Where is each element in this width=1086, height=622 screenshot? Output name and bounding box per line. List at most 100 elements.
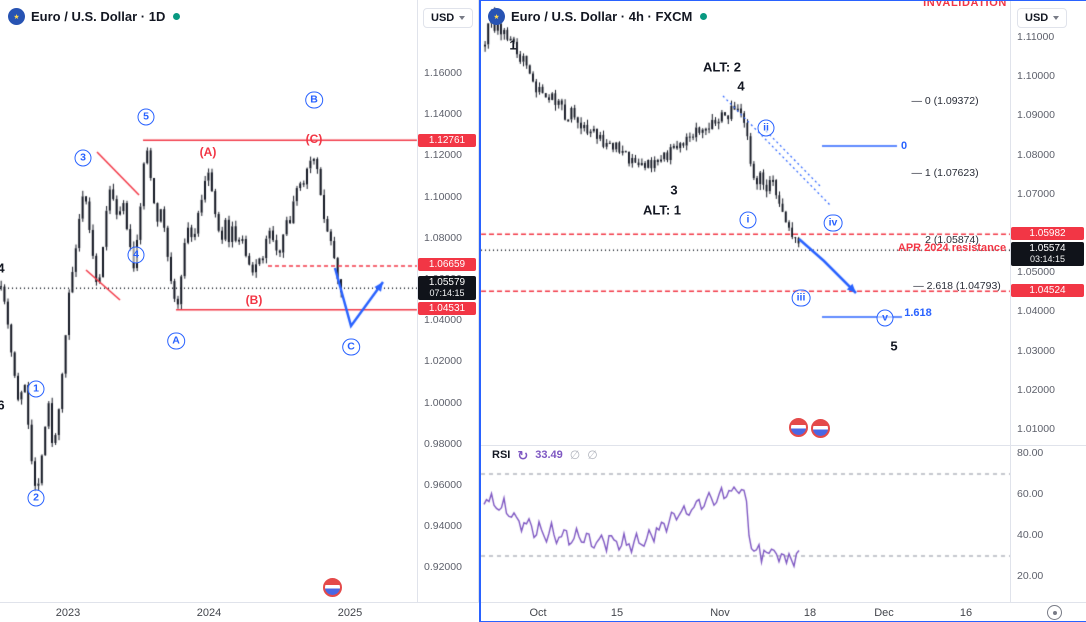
market-open-dot (173, 13, 181, 20)
price-tick: 1.10000 (424, 190, 462, 203)
alt-2-label[interactable]: ALT: 2 (702, 59, 742, 75)
broker-logo-icon (811, 419, 830, 438)
current-price-tag: 1.05574 03:14:15 (1011, 242, 1084, 266)
price-tick: 1.04000 (424, 314, 462, 327)
wave-5-label[interactable]: 5 (137, 108, 155, 126)
price-tick: 1.03000 (1017, 344, 1055, 357)
price-tick: 1.14000 (424, 108, 462, 121)
fib-1-level-label[interactable]: — 1 (1.07623) (911, 167, 979, 179)
left-currency-label: USD (431, 12, 455, 24)
rsi-refresh-icon[interactable] (517, 449, 528, 462)
eu-flag-icon (8, 8, 25, 25)
price-tick: 1.07000 (1017, 187, 1055, 200)
fib-2-level-label[interactable]: 2 (1.05874) (925, 234, 979, 246)
right-currency-dropdown[interactable]: USD (1017, 8, 1068, 28)
target-icon[interactable] (1047, 605, 1062, 620)
rsi-tick: 60.00 (1017, 488, 1044, 500)
chevron-down-icon (459, 16, 466, 20)
broker-logo-icon (323, 578, 342, 597)
price-tick: 1.04000 (1017, 305, 1055, 318)
price-tick: 0.98000 (424, 437, 462, 450)
fib-2618-level-label[interactable]: — 2.618 (1.04793) (913, 280, 1001, 292)
time-tick: 15 (610, 607, 624, 619)
edge-cut-label-4: 4 (0, 260, 5, 276)
level-price-tag: 1.04524 (1011, 284, 1084, 297)
time-tick: Nov (710, 607, 730, 619)
wave-1-label[interactable]: 1 (509, 37, 517, 53)
time-tick: 2023 (55, 607, 81, 619)
minor-iii-label[interactable]: iii (791, 289, 811, 307)
right-symbol-legend[interactable]: Euro / U.S. Dollar · 4h · FXCM (488, 8, 708, 25)
minor-v-label[interactable]: v (876, 309, 894, 327)
left-symbol-title: Euro / U.S. Dollar · 1D (31, 9, 166, 24)
wave-3-label[interactable]: 3 (74, 149, 92, 167)
rsi-tick: 20.00 (1017, 570, 1044, 582)
price-tick: 1.12000 (424, 149, 462, 162)
time-tick: 2024 (196, 607, 222, 619)
minor-iv-label[interactable]: iv (823, 214, 843, 232)
rsi-hidden-value-icon: ∅ (587, 448, 598, 462)
level-price-tag: 1.05982 (1011, 227, 1084, 240)
fib-zero-marker-label[interactable]: 0 (900, 140, 908, 152)
rsi-value: 33.49 (535, 449, 563, 461)
time-tick: Dec (874, 607, 894, 619)
time-tick: 16 (959, 607, 973, 619)
wave-a-label[interactable]: A (167, 332, 185, 350)
price-tick: 0.92000 (424, 561, 462, 574)
price-tick: 0.96000 (424, 479, 462, 491)
rsi-pane-separator[interactable] (480, 445, 1086, 446)
wave-2-label[interactable]: 2 (27, 489, 45, 507)
price-tick: 1.08000 (424, 231, 462, 244)
time-axis[interactable]: 2023 2024 2025 Oct 15 Nov 18 Dec 16 (0, 602, 1086, 622)
left-price-axis[interactable]: 1.160001.140001.120001.100001.080001.060… (417, 0, 479, 602)
subwave-c-label[interactable]: (C) (305, 132, 323, 146)
rsi-header[interactable]: RSI 33.49 ∅ ∅ (492, 448, 598, 462)
wave-1-label[interactable]: 1 (27, 380, 45, 398)
right-price-axis[interactable]: 1.110001.100001.090001.080001.070001.060… (1010, 0, 1086, 602)
price-tick: 1.09000 (1017, 109, 1055, 122)
wave-3-label[interactable]: 3 (670, 182, 678, 198)
broker-logo-icon (789, 418, 808, 437)
subwave-a-label[interactable]: (A) (199, 145, 217, 159)
rsi-hidden-value-icon: ∅ (569, 448, 581, 462)
panel-divider (478, 0, 479, 622)
left-symbol-legend[interactable]: Euro / U.S. Dollar · 1D (8, 8, 181, 25)
time-tick: 2025 (337, 607, 363, 619)
subwave-b-label[interactable]: (B) (245, 293, 263, 307)
time-tick: 18 (803, 607, 817, 619)
level-price-tag: 1.06659 (418, 258, 476, 271)
resistance-note-label[interactable]: APR 2024 resistance (897, 242, 1007, 254)
wave-b-label[interactable]: B (305, 91, 323, 109)
edge-cut-label-6: 6 (0, 397, 5, 413)
wave-c-label[interactable]: C (342, 338, 360, 356)
minor-i-label[interactable]: i (739, 211, 757, 229)
wave-4-label[interactable]: 4 (737, 78, 745, 94)
minor-ii-label[interactable]: ii (757, 119, 775, 137)
eu-flag-icon (488, 8, 505, 25)
price-tick: 1.01000 (1017, 423, 1055, 435)
time-tick: Oct (529, 607, 547, 619)
market-open-dot (700, 13, 708, 20)
price-tick: 1.16000 (424, 67, 462, 79)
rsi-title: RSI (492, 449, 511, 461)
level-price-tag: 1.12761 (418, 134, 476, 147)
right-currency-label: USD (1025, 12, 1049, 24)
alt-1-label[interactable]: ALT: 1 (642, 202, 682, 218)
invalidation-label[interactable]: INVALIDATION (923, 0, 1007, 9)
price-tick: 1.10000 (1017, 70, 1055, 83)
level-price-tag: 1.04531 (418, 302, 476, 315)
left-currency-dropdown[interactable]: USD (423, 8, 474, 28)
wave-4-label[interactable]: 4 (127, 246, 145, 264)
price-tick: 1.05000 (1017, 266, 1055, 279)
rsi-tick: 40.00 (1017, 529, 1044, 541)
fib-0-level-label[interactable]: — 0 (1.09372) (911, 95, 979, 107)
fib-1618-label[interactable]: 1.618 (904, 307, 932, 319)
rsi-tick: 80.00 (1017, 447, 1044, 459)
wave-5-label[interactable]: 5 (890, 338, 898, 354)
right-symbol-title: Euro / U.S. Dollar · 4h · FXCM (511, 9, 693, 24)
current-price-tag: 1.05579 07:14:15 (418, 276, 476, 300)
price-tick: 1.00000 (424, 396, 462, 409)
price-tick: 0.94000 (424, 520, 462, 533)
